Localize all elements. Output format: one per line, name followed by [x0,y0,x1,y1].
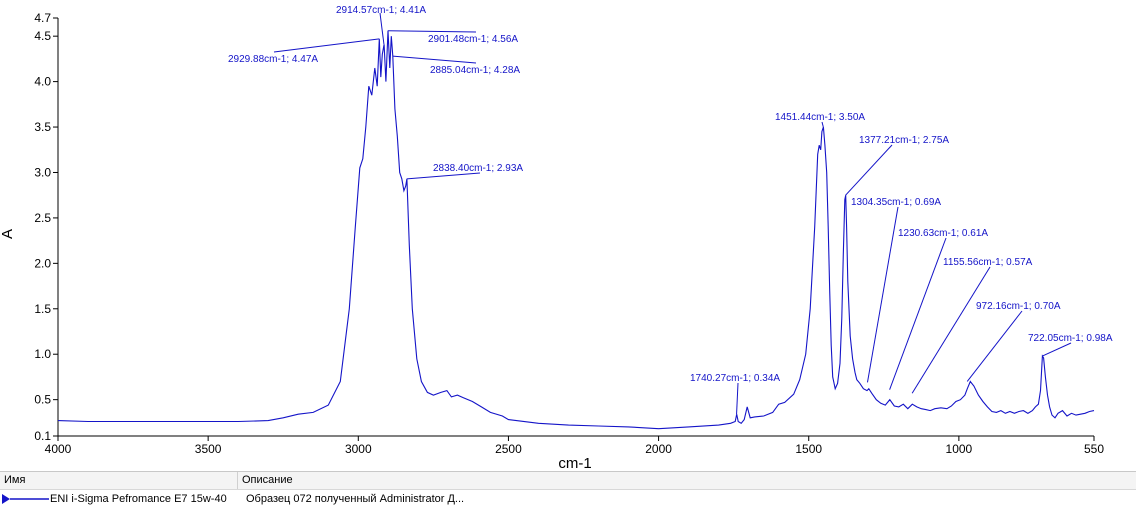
x-tick-label: 3500 [195,442,222,456]
x-tick-label: 2500 [495,442,522,456]
y-tick-label: 3.5 [34,120,51,134]
peak-annotation-label: 2885.04cm-1; 4.28A [430,65,520,76]
annotation-leader [736,382,739,415]
spectrum-chart: 0.1 0.5 1.0 1.5 2.0 2.5 3.0 3.5 4.0 4.5 4.7 4000 350… [0,5,1113,471]
peak-annotation-label: 722.05cm-1; 0.98A [1028,333,1113,344]
x-axis-label: cm-1 [558,455,591,471]
x-tick-label: 1000 [946,442,973,456]
y-axis-label: A [0,229,16,239]
x-tick-label: 1500 [795,442,822,456]
y-tick-label: 4.5 [34,29,51,43]
y-tick-label: 0.1 [34,429,51,443]
x-tick-label: 550 [1084,442,1104,456]
annotation-leader [387,30,477,33]
peak-annotation-label: 2838.40cm-1; 2.93A [433,163,523,174]
annotation-leader [273,38,380,53]
annotation-leader [866,206,899,383]
peak-annotation-label: 1740.27cm-1; 0.34A [690,373,780,384]
annotation-leader [406,172,481,180]
peak-annotation-label: 2901.48cm-1; 4.56A [428,34,518,45]
peak-annotation-label: 1304.35cm-1; 0.69A [851,197,941,208]
peak-annotation-label: 2914.57cm-1; 4.41A [336,5,426,16]
x-tick-label: 2000 [645,442,672,456]
y-tick-label: 1.0 [34,347,51,361]
peak-annotation-label: 2929.88cm-1; 4.47A [228,54,318,65]
y-tick-label: 2.0 [34,256,51,270]
peak-annotation-label: 972.16cm-1; 0.70A [976,301,1061,312]
y-tick-label: 2.5 [34,211,51,225]
annotation-leader [966,310,1023,382]
x-tick-label: 3000 [345,442,372,456]
annotation-leader [911,266,991,394]
legend-header: Имя Описание [0,472,1136,490]
annotation-leader [821,121,824,128]
legend-row[interactable]: ENI i-Sigma Pefromance E7 15w-40 Образец… [0,490,1136,508]
peak-annotation-label: 1451.44cm-1; 3.50A [775,112,865,123]
annotation-leader [845,144,893,196]
y-tick-label: 1.5 [34,302,51,316]
y-tick-label: 3.0 [34,165,51,179]
annotation-leader [379,12,385,45]
series-description: Образец 072 полученный Administrator Д..… [246,493,465,505]
peak-annotation-label: 1230.63cm-1; 0.61A [898,228,988,239]
column-header-description[interactable]: Описание [242,474,293,486]
y-tick-label: 0.5 [34,393,51,407]
annotation-leader [1042,342,1072,357]
annotation-leader [889,237,947,390]
y-tick-label: 4.7 [34,11,51,25]
column-header-name[interactable]: Имя [0,472,238,489]
annotation-leader [392,55,477,64]
peak-annotation-label: 1377.21cm-1; 2.75A [859,135,949,146]
legend-table: Имя Описание ENI i-Sigma Pefromance E7 1… [0,471,1136,508]
peak-annotation-label: 1155.56cm-1; 0.57A [943,257,1033,268]
series-name: ENI i-Sigma Pefromance E7 15w-40 [50,493,227,505]
y-tick-label: 4.0 [34,75,51,89]
x-tick-label: 4000 [45,442,72,456]
series-line-icon [2,494,49,504]
